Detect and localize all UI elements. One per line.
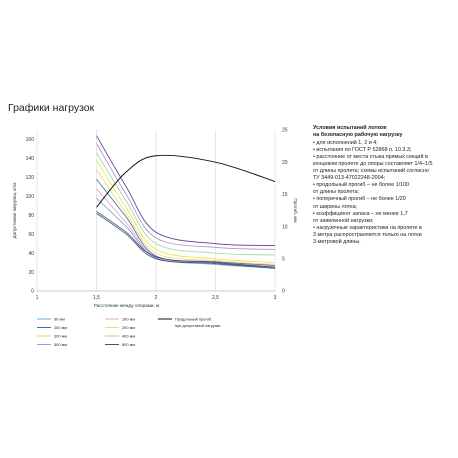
series-line [96,197,276,269]
conditions-heading: Условия испытаний лотков на безопасную р… [313,125,403,139]
y-tick-label: 160 [26,137,35,143]
legend-label: 400 мм [122,333,135,338]
legend-label: 300 мм [54,333,67,338]
chart-axes: 1 1,5 2 2,5 30204060801001201401600510152025… [12,128,298,308]
y-axis-title: Допустимая нагрузка, кг/м [12,183,17,239]
y-tick-label: 40 [28,251,34,257]
legend-label: 200 мм [122,325,135,330]
legend-label: Продольный прогиб при допустимой нагрузке [175,316,220,328]
conditions-item: • расстояние от места стыка прямых секци… [313,154,433,182]
series-line [96,160,276,264]
conditions-item: • поперечный прогиб – не более 1/20 от ш… [313,196,406,210]
y2-axis-title: Прогиб, мм [293,198,298,222]
x-tick-label: 1 [36,295,39,301]
conditions-item: • для исполнений 1, 2 и 4; [313,140,378,147]
conditions-item: • нагрузочные характеристики на пролете … [313,224,422,245]
series-line [96,154,276,208]
series-line [96,212,276,269]
test-conditions: Условия испытаний лотков на безопасную р… [313,125,451,246]
x-tick-label: 2,5 [212,295,219,301]
conditions-item: • коэффициент запаса – не менее 1,7 от з… [313,210,408,224]
y-tick-label: 60 [28,232,34,238]
x-tick-label: 3 [274,295,277,301]
y2-tick-label: 0 [282,289,285,295]
chart-series [96,135,276,269]
x-tick-label: 1,5 [93,295,100,301]
y-tick-label: 140 [26,156,35,162]
y-tick-label: 120 [26,175,35,181]
conditions-list: • для исполнений 1, 2 и 4; • испытания п… [313,140,451,246]
y2-tick-label: 20 [282,160,288,166]
legend-label: 150 мм [54,325,67,330]
y2-tick-label: 15 [282,192,288,198]
x-axis-title: Расстояние между опорами, м [94,303,159,308]
y-tick-label: 100 [26,194,35,200]
series-line [96,152,276,256]
y-tick-label: 20 [28,270,34,276]
y2-tick-label: 25 [282,128,288,134]
conditions-item: • испытания по ГОСТ Р 52868 п. 10.3.3; [313,147,412,154]
page-title: Графики нагрузок [8,102,95,114]
y-tick-label: 80 [28,213,34,219]
chart-grid [36,130,276,291]
y2-tick-label: 5 [282,257,285,263]
y2-tick-label: 10 [282,224,288,230]
x-tick-label: 2 [155,295,158,301]
series-line [96,169,276,265]
legend-label: 600 мм [122,342,135,347]
chart-legend: 50 мм 100 мм 150 мм 200 мм 300 мм 400 мм 500 м… [37,316,220,347]
legend-label: 50 мм [54,316,65,321]
series-line [96,143,276,250]
series-line [96,135,276,246]
legend-label: 500 мм [54,342,67,347]
legend-label: 100 мм [122,316,135,321]
series-line [96,178,276,266]
conditions-item: • продольный прогиб – не более 1/100 от … [313,182,410,196]
series-line [96,211,276,268]
y-tick-label: 0 [31,289,34,295]
